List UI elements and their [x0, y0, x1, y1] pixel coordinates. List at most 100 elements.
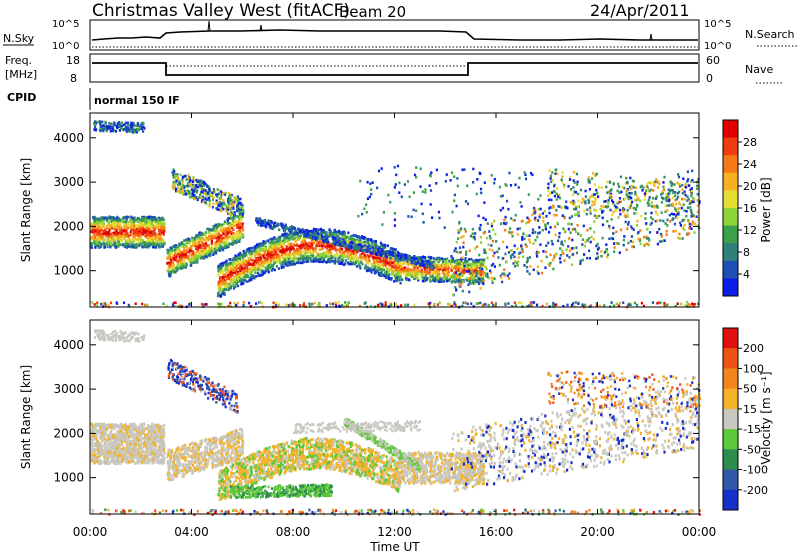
data-cell: [280, 222, 283, 226]
data-cell: [190, 245, 193, 249]
data-cell: [114, 236, 117, 240]
data-cell: [379, 261, 382, 265]
data-cell: [278, 237, 282, 241]
data-cell: [189, 248, 192, 252]
data-cell: [370, 241, 373, 245]
data-cell: [133, 243, 136, 247]
data-cell: [388, 277, 391, 280]
data-cell: [397, 275, 401, 279]
data-cell: [442, 272, 445, 276]
data-cell: [419, 257, 422, 261]
data-cell: [202, 242, 205, 245]
data-cell: [119, 237, 123, 240]
data-cell: [320, 239, 323, 242]
data-cell: [287, 233, 291, 237]
data-cell: [351, 249, 355, 253]
data-cell: [192, 184, 195, 188]
data-cell: [361, 262, 364, 266]
data-cell: [225, 271, 228, 274]
data-cell: [262, 248, 265, 251]
data-cell: [446, 257, 449, 261]
data-cell: [477, 276, 480, 280]
data-cell: [437, 275, 440, 279]
data-cell: [323, 233, 326, 236]
data-cell: [329, 253, 332, 256]
data-cell: [230, 273, 234, 276]
data-cell: [155, 225, 158, 229]
data-cell: [462, 270, 466, 274]
data-cell: [117, 240, 120, 244]
data-cell: [273, 244, 276, 248]
data-cell: [226, 241, 229, 244]
data-cell: [111, 231, 114, 235]
data-cell: [184, 238, 188, 242]
data-cell: [413, 271, 416, 275]
data-cell: [225, 259, 228, 263]
data-cell: [451, 257, 455, 260]
data-cell: [419, 265, 423, 269]
data-cell: [114, 230, 117, 234]
data-cell: [445, 276, 448, 279]
data-cell: [135, 242, 138, 246]
data-cell: [234, 258, 237, 262]
data-cell: [108, 225, 112, 228]
data-cell: [225, 238, 228, 242]
data-cell: [459, 274, 462, 277]
data-cell: [184, 255, 187, 259]
data-cell: [179, 267, 182, 270]
data-cell: [263, 256, 266, 260]
data-cell: [386, 254, 389, 257]
data-cell: [146, 233, 149, 237]
data-cell: [114, 245, 117, 248]
data-cell: [315, 244, 318, 248]
data-cell: [366, 241, 369, 244]
data-cell: [354, 234, 357, 237]
data-cell: [243, 267, 246, 270]
data-cell: [101, 216, 104, 219]
data-cell: [395, 276, 398, 279]
data-cell: [214, 229, 217, 233]
data-cell: [94, 226, 97, 229]
data-cell: [100, 228, 103, 232]
data-cell: [267, 253, 270, 256]
data-cell: [251, 263, 254, 267]
data-cell: [423, 279, 426, 282]
data-cell: [363, 235, 366, 239]
data-cell: [450, 281, 454, 284]
data-cell: [304, 246, 307, 250]
data-cell: [293, 227, 296, 230]
data-cell: [261, 269, 264, 273]
data-cell: [423, 256, 426, 259]
data-cell: [204, 201, 207, 204]
data-cell: [133, 222, 136, 225]
data-cell: [210, 235, 213, 238]
data-cell: [201, 240, 204, 244]
data-cell: [294, 254, 297, 258]
data-cell: [365, 260, 368, 264]
data-cell: [174, 258, 177, 262]
data-cell: [283, 227, 287, 230]
data-cell: [460, 259, 463, 262]
data-cell: [197, 256, 200, 259]
data-cell: [474, 280, 477, 284]
data-cell: [140, 227, 143, 231]
data-cell: [308, 255, 311, 258]
data-cell: [200, 231, 203, 235]
data-cell: [255, 259, 258, 263]
data-cell: [226, 277, 229, 281]
data-cell: [132, 220, 135, 223]
data-cell: [371, 264, 375, 267]
data-cell: [335, 233, 338, 237]
data-cell: [224, 262, 227, 266]
data-cell: [117, 234, 120, 237]
data-cell: [149, 219, 152, 223]
data-cell: [236, 232, 239, 235]
data-cell: [99, 232, 102, 235]
data-cell: [276, 238, 279, 241]
data-cell: [330, 234, 333, 238]
data-cell: [119, 243, 122, 246]
data-cell: [405, 277, 408, 281]
data-cell: [273, 236, 276, 239]
data-cell: [435, 269, 438, 273]
data-cell: [203, 250, 207, 253]
